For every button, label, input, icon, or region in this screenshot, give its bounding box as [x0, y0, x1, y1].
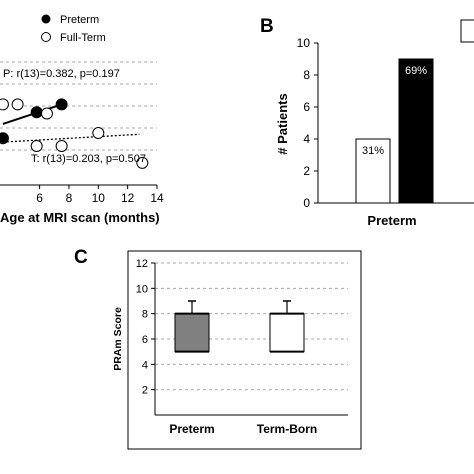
data-point-preterm: [0, 132, 9, 145]
panel-a-x-tick-label: 6: [36, 191, 43, 205]
panel-b-label: B: [260, 16, 274, 37]
panel-b-legend-box-fragment: [460, 19, 474, 43]
data-point-full-term: [40, 107, 53, 120]
panel-b-y-tick-label: 6: [303, 100, 310, 114]
panel-c-y-ticks: 2 4 6 8 10 12: [136, 258, 155, 397]
data-point-full-term: [55, 140, 68, 152]
panel-a-scatter: 6 8 10 12 14 Age at MRI scan (months) Preter…: [0, 14, 164, 225]
panel-a-legend: Preterm Full-Term: [41, 14, 106, 44]
panel-c-y-tick-label: 10: [136, 283, 148, 295]
panel-c-y-tick-label: 2: [142, 385, 148, 397]
panel-a-x-tick-label: 8: [66, 191, 73, 205]
data-point-full-term: [92, 127, 105, 139]
legend-label-preterm: Preterm: [60, 14, 99, 26]
panel-b-bar-1: [355, 138, 391, 204]
panel-a-x-tick-label: 12: [121, 191, 135, 205]
data-point-full-term: [136, 156, 149, 169]
panel-b-y-axis-title: # Patients: [275, 93, 290, 154]
panel-a-x-tick-label: 10: [92, 191, 106, 205]
legend-marker-preterm: [41, 14, 51, 24]
panel-b-bar-label: 31%: [362, 145, 384, 157]
panel-b-bars: 31% 69%: [355, 58, 434, 204]
panel-c-y-tick-label: 8: [142, 309, 148, 321]
panel-c-category-labels: Preterm Term-Born: [169, 422, 317, 436]
legend-marker-full-term: [41, 32, 51, 42]
panel-b-category-label-preterm: Preterm: [367, 213, 416, 228]
panel-c-y-tick-label: 4: [142, 359, 148, 371]
panel-b-y-tick-label: 0: [303, 196, 310, 210]
annotation-preterm-correlation: P: r(13)=0.382, p=0.197: [3, 68, 120, 80]
data-point-preterm: [30, 106, 43, 119]
panel-c-y-tick-label: 6: [142, 334, 148, 346]
panel-a-x-ticks: 6 8 10 12 14: [36, 185, 164, 205]
panel-b-bar: B 0 2 4 6 8 10 31% 69% # Patients Preterm: [260, 16, 474, 228]
panel-c-category-label: Term-Born: [257, 422, 317, 436]
panel-c-frame: [127, 250, 362, 450]
data-point-full-term: [11, 98, 24, 111]
panel-a-points: [0, 98, 149, 169]
panel-c-label: C: [74, 247, 88, 268]
panel-b-y-tick-label: 2: [303, 164, 310, 178]
panel-b-y-tick-label: 10: [297, 36, 311, 50]
data-point-full-term: [0, 98, 9, 111]
panel-c-y-axis-title: PRAm Score: [112, 307, 124, 371]
legend-label-full-term: Full-Term: [60, 32, 106, 44]
panel-c-box-preterm: [174, 313, 210, 353]
panel-c-boxes: [174, 300, 305, 353]
panel-c-box-term-born: [269, 313, 305, 353]
panel-b-bar-label: 69%: [405, 65, 427, 77]
panel-c-category-label: Preterm: [169, 422, 214, 436]
panel-a-trend-lines: [2, 103, 140, 143]
panel-a-x-axis-title: Age at MRI scan (months): [0, 210, 160, 225]
panel-a-grid: [0, 61, 157, 151]
panel-b-y-tick-label: 8: [303, 68, 310, 82]
data-point-preterm: [55, 98, 68, 111]
panel-b-y-ticks: 0 2 4 6 8 10: [297, 36, 318, 210]
data-point-full-term: [30, 140, 43, 152]
annotation-term-correlation: T: r(13)=0.203, p=0.507: [31, 153, 146, 165]
panel-b-bar-2: [398, 58, 434, 204]
panel-a-x-tick-label: 14: [150, 191, 164, 205]
trend-line-full-term: [2, 133, 140, 143]
panel-b-y-tick-label: 4: [303, 132, 310, 146]
panel-c-y-tick-label: 12: [136, 258, 148, 270]
panel-c-box: C 2 4 6 8 10 12 PRAm Score Preterm Term-Born: [74, 247, 362, 450]
